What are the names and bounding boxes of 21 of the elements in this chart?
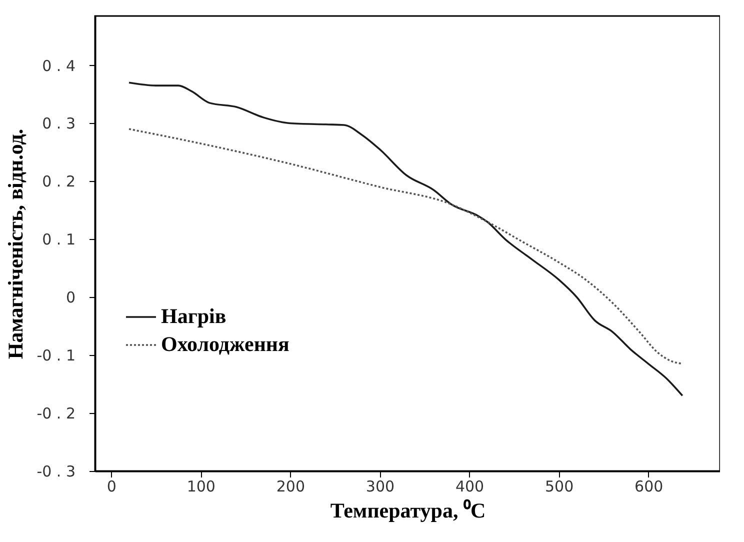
y-tick-label: 0 . 1 — [42, 230, 76, 249]
x-tick-label: 500 — [545, 478, 574, 496]
x-tick-label: 100 — [186, 478, 216, 496]
y-tick-label: -0 . 2 — [36, 404, 76, 423]
y-tick-label: 0 . 2 — [42, 172, 76, 191]
x-axis-title: Температура, ⁰C — [330, 498, 486, 522]
y-tick-label: -0 . 1 — [36, 346, 76, 365]
x-tick-label: 600 — [634, 478, 664, 496]
x-tick-label: 0 — [106, 478, 116, 496]
y-tick-label: 0 . 3 — [42, 114, 76, 133]
legend-label: Нагрів — [161, 304, 226, 328]
x-tick-label: 300 — [366, 478, 395, 496]
x-tick-label: 400 — [455, 478, 484, 496]
y-tick-label: 0 — [66, 288, 76, 307]
line-series — [128, 128, 684, 365]
y-tick-label: -0 . 3 — [36, 462, 76, 480]
y-tick-label: 0 . 4 — [42, 56, 76, 75]
legend-label: Охолодження — [161, 332, 290, 356]
x-tick-label: 200 — [276, 478, 306, 496]
line-series — [128, 82, 684, 397]
y-axis-title: Намагніченість, відн.од. — [4, 128, 28, 360]
